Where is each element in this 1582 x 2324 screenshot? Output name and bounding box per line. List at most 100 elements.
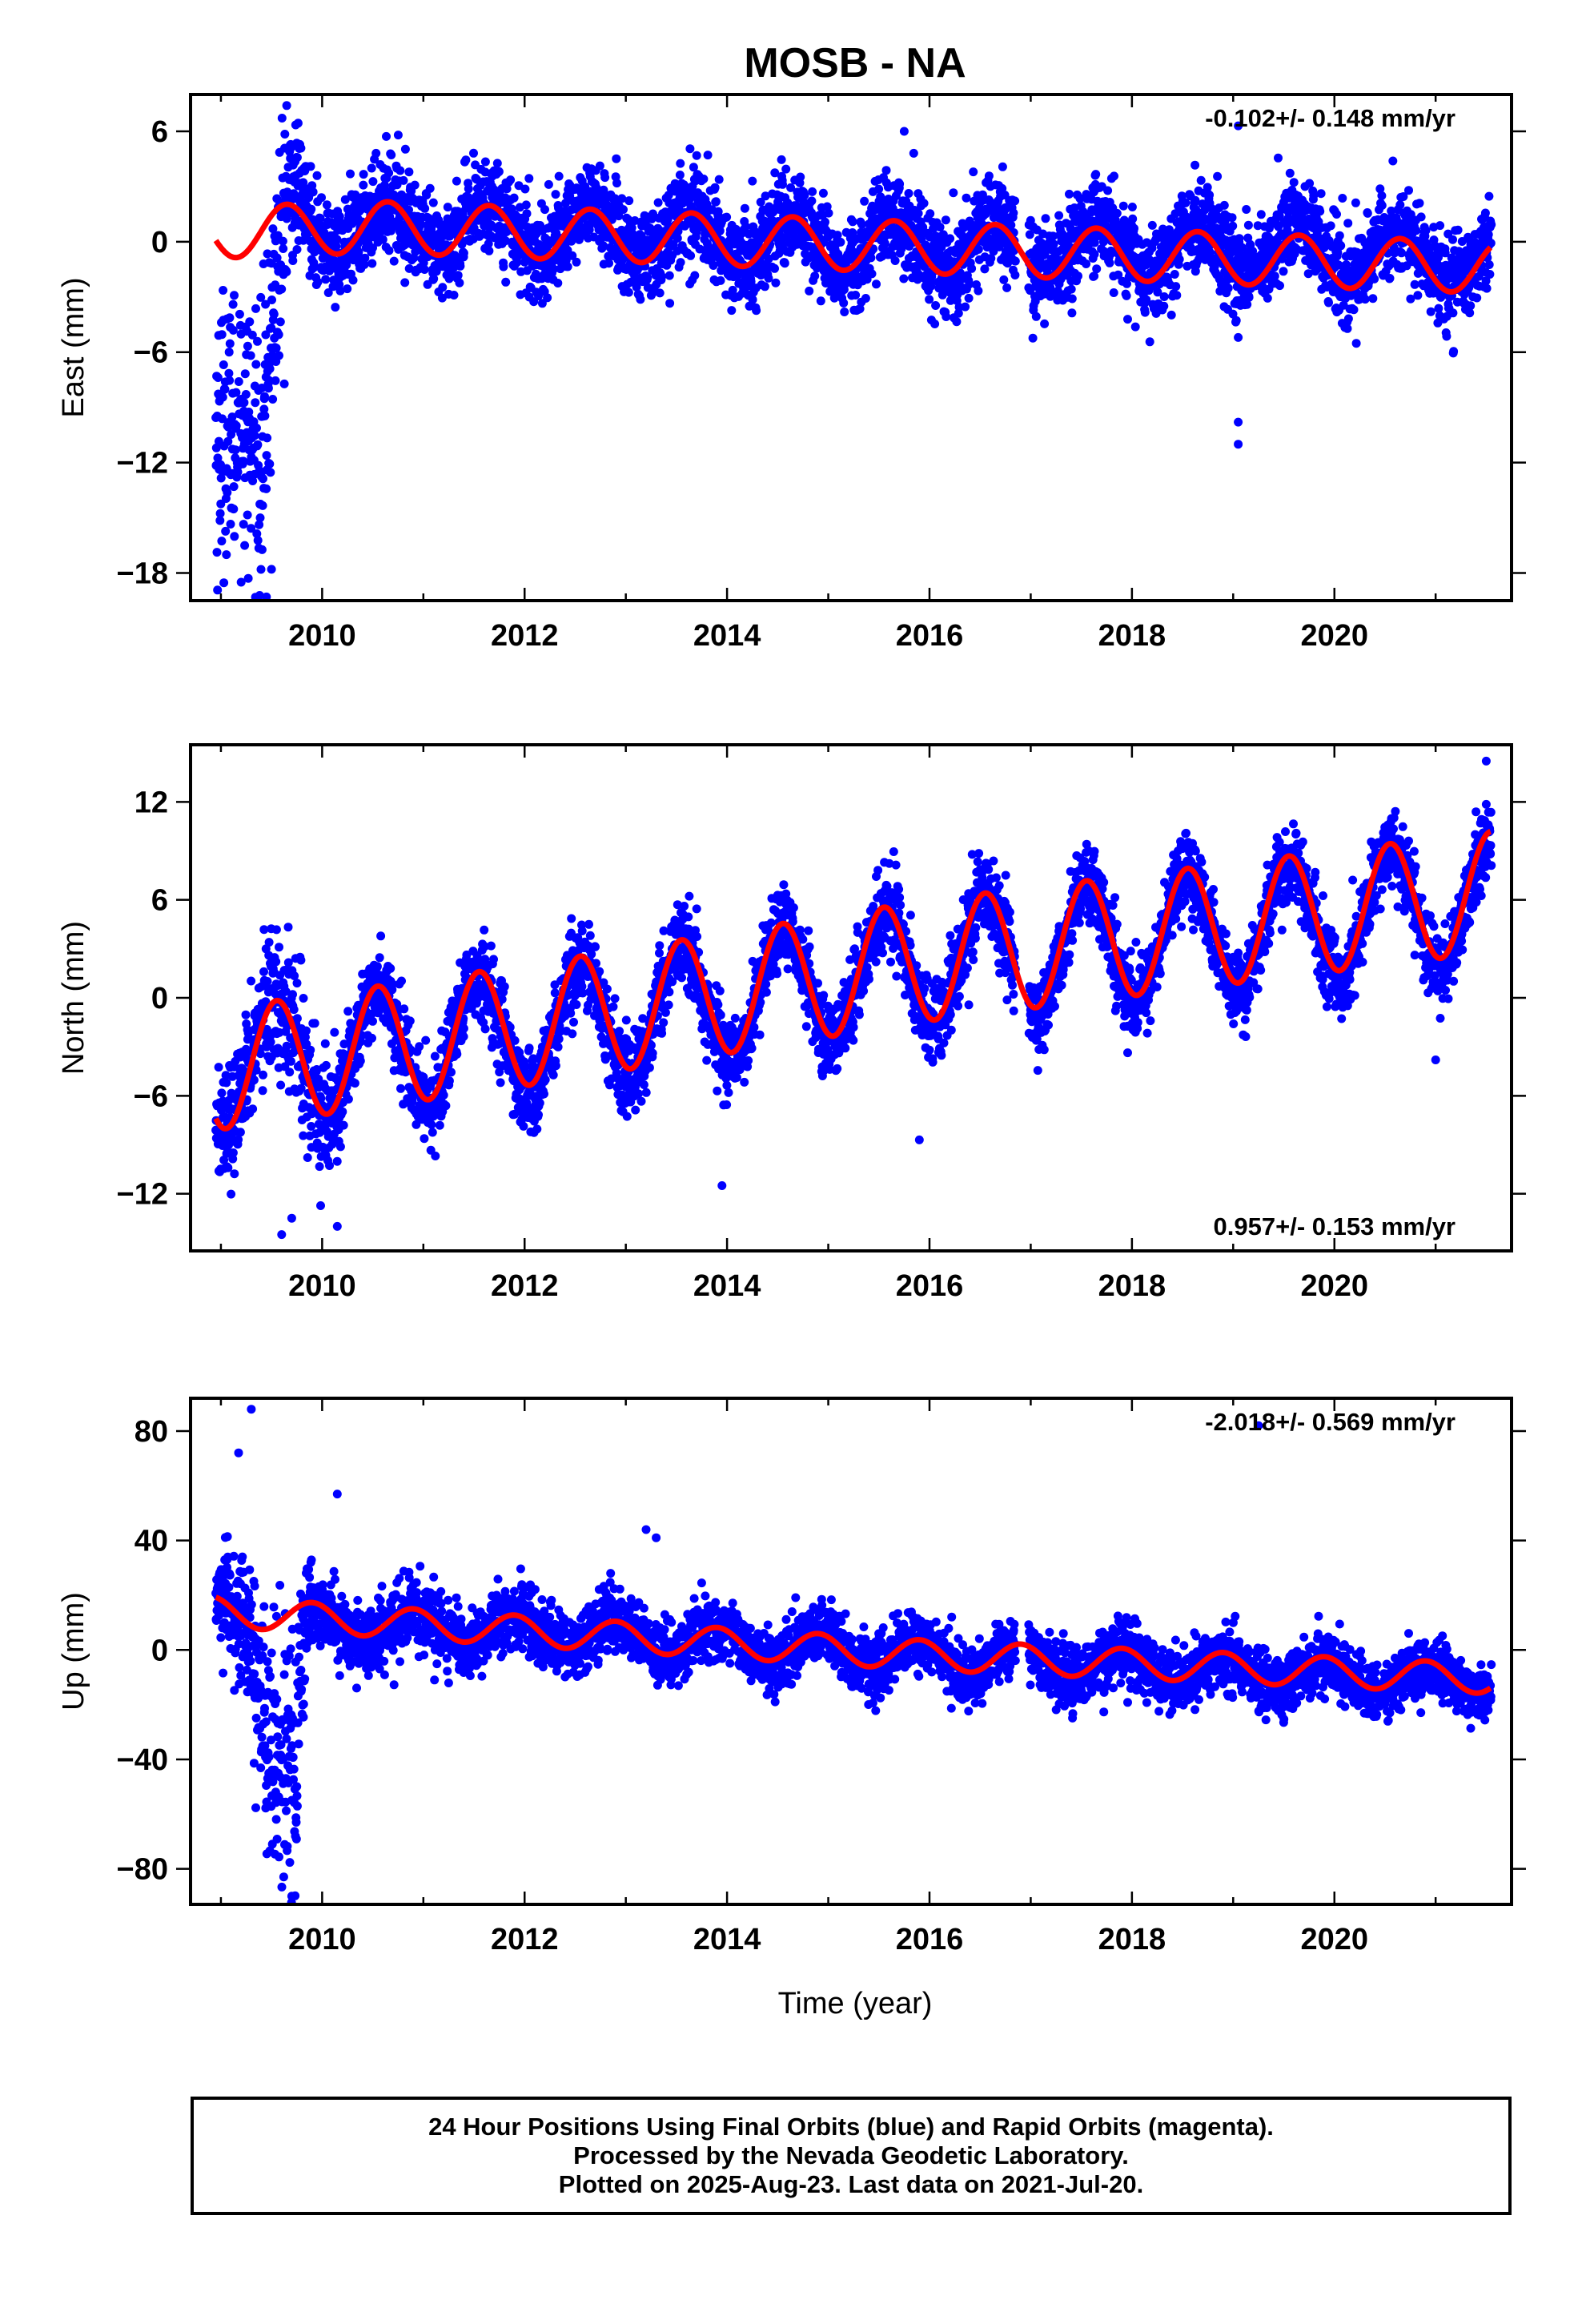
east-point: [1243, 220, 1253, 230]
east-point: [262, 451, 271, 460]
east-point: [964, 293, 974, 303]
east-point: [484, 239, 493, 248]
east-point: [716, 275, 725, 285]
east-point: [1482, 283, 1492, 293]
east-y-tick-label: −6: [134, 336, 168, 370]
east-point: [1191, 160, 1200, 170]
east-point: [1205, 191, 1215, 199]
east-point: [222, 550, 231, 560]
east-point: [368, 243, 377, 252]
east-point: [1339, 300, 1348, 310]
east-point: [239, 398, 249, 408]
east-point: [1244, 292, 1254, 302]
north-point: [292, 979, 302, 988]
east-point: [1315, 207, 1325, 216]
north-point: [264, 938, 274, 947]
east-point: [1067, 308, 1077, 318]
east-point: [676, 159, 685, 168]
east-point: [239, 456, 248, 466]
east-point: [233, 467, 243, 476]
east-point: [690, 271, 700, 280]
east-point: [229, 482, 239, 492]
east-point: [312, 171, 322, 180]
east-point: [1041, 214, 1050, 223]
east-point: [998, 162, 1007, 171]
east-point: [657, 271, 667, 281]
east-point: [234, 377, 243, 386]
east-point: [1130, 223, 1138, 233]
east-point: [919, 199, 929, 208]
east-point: [952, 317, 962, 327]
north-point: [263, 977, 272, 986]
east-point: [1351, 339, 1361, 348]
east-point: [1411, 226, 1421, 235]
east-x-tick-label: 2020: [1300, 619, 1368, 653]
east-point: [243, 341, 252, 351]
north-point: [234, 1135, 243, 1144]
east-point: [399, 175, 408, 185]
north-point: [258, 1086, 267, 1096]
east-point: [522, 209, 532, 219]
east-point: [273, 231, 283, 240]
east-point: [231, 421, 241, 431]
east-point: [240, 541, 250, 550]
east-point: [1485, 270, 1495, 279]
east-point: [1105, 258, 1114, 267]
east-point: [368, 177, 378, 187]
east-point: [1048, 231, 1058, 241]
east-point: [213, 453, 223, 463]
east-point: [692, 227, 701, 237]
east-point: [223, 436, 233, 446]
east-point: [246, 351, 255, 360]
east-point: [1415, 199, 1424, 208]
east-point: [1370, 274, 1379, 283]
east-point: [1413, 291, 1423, 300]
north-point: [283, 923, 293, 932]
east-point: [251, 304, 260, 313]
east-point: [371, 148, 381, 158]
east-outlier-point: [267, 565, 276, 574]
east-point: [1140, 308, 1150, 317]
north-point: [235, 1128, 245, 1137]
east-point: [600, 173, 610, 183]
east-point: [584, 225, 594, 235]
east-point: [271, 376, 280, 385]
east-y-tick-label: 6: [151, 115, 168, 149]
east-point: [277, 284, 287, 294]
east-point: [241, 390, 251, 399]
east-x-tick-label: 2012: [491, 619, 559, 653]
east-point: [925, 295, 934, 304]
east-point: [269, 309, 279, 319]
east-point: [359, 170, 368, 179]
east-point: [292, 245, 302, 254]
east-point: [1395, 200, 1405, 210]
east-point: [913, 209, 923, 218]
east-point: [673, 234, 682, 243]
east-x-tick-label: 2018: [1098, 619, 1166, 653]
east-point: [930, 320, 940, 328]
north-point: [223, 1163, 233, 1172]
east-point: [733, 271, 742, 280]
east-point: [443, 203, 452, 212]
east-point: [986, 254, 996, 263]
east-point: [942, 312, 951, 321]
east-point: [1123, 315, 1132, 324]
east-point: [1010, 271, 1020, 279]
east-point: [1142, 295, 1151, 304]
east-outlier-point: [282, 101, 291, 111]
east-point: [323, 288, 333, 297]
east-point: [266, 468, 275, 477]
east-point: [1172, 291, 1182, 300]
east-point: [1406, 294, 1415, 304]
east-point: [890, 256, 900, 265]
east-point: [221, 526, 231, 536]
east-point: [860, 196, 869, 206]
east-point: [1091, 170, 1101, 179]
east-point: [449, 291, 459, 300]
east-point: [1231, 316, 1241, 325]
east-point: [1153, 287, 1162, 297]
east-point: [1484, 260, 1494, 269]
east-outlier-point: [1234, 417, 1243, 427]
east-point: [752, 306, 761, 316]
east-point: [818, 188, 828, 198]
